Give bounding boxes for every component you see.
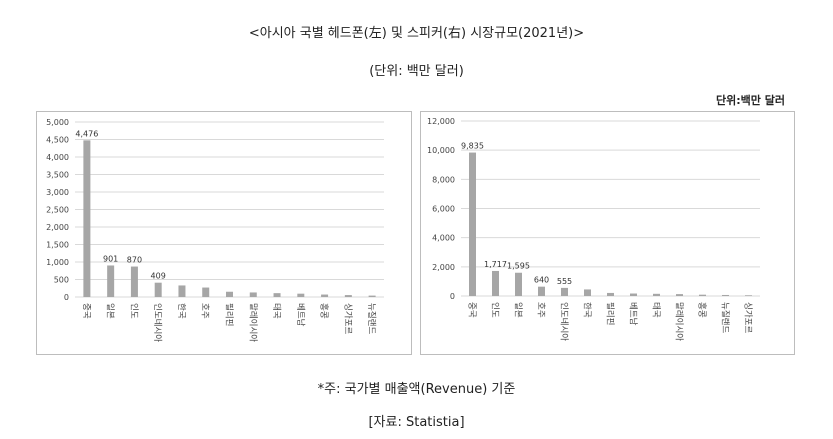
bar — [249, 292, 257, 297]
bar — [368, 295, 376, 297]
category-label: 인도 — [128, 303, 139, 319]
chart-title: <아시아 국별 헤드폰(左) 및 스피커(右) 시장규모(2021년)> — [248, 26, 585, 41]
category-label: 뉴질랜드 — [720, 302, 731, 333]
category-label: 싱가포르 — [743, 302, 754, 333]
unit-caption: (단위: 백만 달러) — [369, 64, 464, 79]
bar — [273, 293, 281, 297]
y-tick-label: 4,000 — [46, 153, 69, 162]
data-label: 4,476 — [75, 129, 98, 138]
bar — [676, 294, 683, 296]
y-tick-label: 12,000 — [427, 117, 455, 126]
category-label: 한국 — [582, 302, 592, 318]
category-label: 태국 — [271, 303, 281, 319]
y-tick-label: 6,000 — [432, 205, 455, 214]
bar — [699, 294, 706, 296]
bar — [226, 291, 233, 297]
category-label: 뉴질랜드 — [366, 303, 377, 334]
category-label: 베트남 — [295, 303, 305, 327]
bar — [653, 293, 660, 296]
footnote: *주: 국가별 매출액(Revenue) 기준 — [317, 382, 516, 397]
y-tick-label: 2,000 — [46, 223, 69, 232]
source-note: [자료: Statistia] — [368, 415, 465, 430]
category-label: 말레이시아 — [674, 302, 685, 341]
bar — [561, 287, 568, 296]
data-label: 1,717 — [484, 260, 507, 269]
bar — [107, 265, 115, 297]
y-tick-label: 0 — [64, 293, 69, 302]
category-label: 호주 — [536, 302, 546, 318]
bar — [469, 152, 476, 296]
category-label: 호주 — [200, 303, 210, 319]
speaker-chart-panel: 0 2,000 4,000 6,000 8,000 10,000 12,000 9,835 중국… — [420, 111, 795, 355]
data-label: 9,835 — [461, 142, 484, 151]
speaker-bar-chart: 0 2,000 4,000 6,000 8,000 10,000 12,000 9,835 중국… — [427, 117, 760, 341]
y-tick-label: 5,000 — [46, 118, 69, 127]
bar — [154, 282, 162, 297]
data-label: 555 — [557, 277, 572, 286]
bar — [722, 294, 729, 296]
data-label: 409 — [151, 272, 166, 281]
category-label: 홍콩 — [319, 303, 330, 319]
category-label: 중국 — [467, 302, 477, 318]
headphone-bar-chart: 0 500 1,000 1,500 2,000 2,500 3,000 3,500 4,000 4… — [46, 118, 384, 342]
bar — [321, 294, 329, 297]
bar — [515, 272, 522, 296]
category-label: 인도네시아 — [152, 303, 163, 342]
y-tick-label: 3,000 — [46, 188, 69, 197]
bar — [492, 270, 499, 296]
category-label: 싱가포르 — [342, 303, 353, 334]
data-label: 870 — [127, 256, 142, 265]
y-tick-label: 10,000 — [427, 146, 455, 155]
y-tick-label: 1,000 — [46, 258, 69, 267]
y-tick-label: 8,000 — [432, 175, 455, 184]
bar — [344, 295, 352, 297]
category-label: 필리핀 — [224, 303, 235, 326]
bar — [202, 287, 210, 297]
y-tick-label: 0 — [450, 292, 455, 301]
category-label: 인도 — [490, 302, 501, 318]
bar — [538, 286, 545, 296]
category-label: 말레이시아 — [247, 303, 258, 342]
category-label: 한국 — [176, 303, 186, 319]
bar — [130, 266, 138, 297]
bar — [607, 292, 614, 296]
y-tick-label: 2,500 — [46, 206, 69, 215]
y-tick-label: 1,500 — [46, 241, 69, 250]
category-label: 홍콩 — [697, 302, 708, 318]
bar — [83, 140, 91, 297]
unit-label-right: 단위:백만 달러 — [716, 94, 785, 107]
category-label: 중국 — [81, 303, 91, 319]
y-tick-label: 2,000 — [432, 263, 455, 272]
category-label: 인도네시아 — [559, 302, 570, 341]
category-label: 일본 — [105, 303, 115, 319]
y-tick-label: 500 — [54, 276, 69, 285]
category-label: 베트남 — [628, 302, 638, 326]
category-label: 필리핀 — [605, 302, 616, 325]
data-label: 901 — [103, 254, 118, 263]
bar — [584, 289, 591, 296]
category-label: 일본 — [513, 302, 523, 318]
data-label: 1,595 — [507, 262, 530, 271]
bar — [297, 293, 305, 297]
y-tick-label: 4,000 — [432, 234, 455, 243]
y-tick-label: 3,500 — [46, 171, 69, 180]
y-tick-label: 4,500 — [46, 136, 69, 145]
category-label: 태국 — [651, 302, 661, 318]
data-label: 640 — [534, 276, 549, 285]
bar — [630, 293, 637, 296]
headphone-chart-panel: 0 500 1,000 1,500 2,000 2,500 3,000 3,500 4,000 4… — [36, 111, 412, 355]
bar — [745, 295, 752, 296]
bar — [178, 285, 186, 297]
